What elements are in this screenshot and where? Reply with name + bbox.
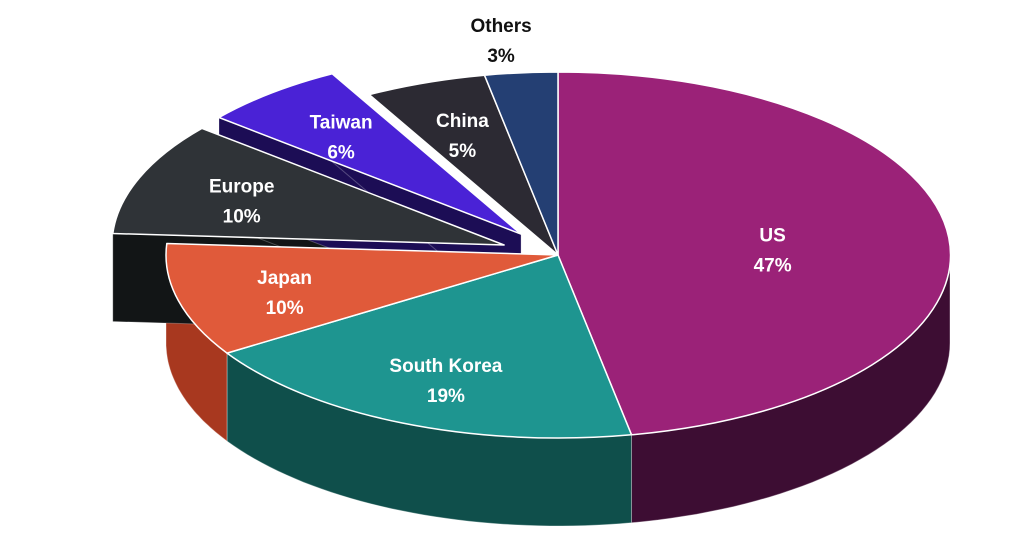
pie-labels: US 47% South Korea 19% Japan 10% Europe 10% Taiw… (209, 16, 792, 407)
slice-label-us: US 47% (754, 226, 792, 277)
slice-name-others: Others (470, 16, 531, 37)
slice-name-taiwan: Taiwan (310, 113, 373, 134)
slice-label-china: China 5% (436, 111, 489, 162)
slice-name-europe: Europe (209, 177, 274, 198)
slice-name-us: US (759, 226, 785, 247)
slice-us (557, 71, 952, 436)
slice-label-taiwan: Taiwan 6% (310, 113, 373, 164)
pie-tops (112, 71, 952, 439)
slice-value-south-korea: 19% (427, 386, 465, 407)
slice-name-china: China (436, 111, 489, 132)
slice-others (483, 71, 559, 256)
slice-name-japan: Japan (257, 268, 312, 289)
slice-value-us: 47% (754, 256, 792, 277)
slice-label-south-korea: South Korea 19% (389, 356, 502, 407)
slice-label-others: Others 3% (470, 16, 531, 67)
slice-europe (112, 127, 505, 246)
slice-name-south-korea: South Korea (389, 356, 502, 377)
slice-label-europe: Europe 10% (209, 177, 274, 228)
slice-value-china: 5% (449, 141, 477, 162)
slice-south-korea (226, 254, 633, 439)
slice-taiwan (218, 73, 522, 235)
slice-label-japan: Japan 10% (257, 268, 312, 319)
slice-value-japan: 10% (266, 298, 304, 319)
slice-value-europe: 10% (223, 207, 261, 228)
slice-value-taiwan: 6% (327, 143, 355, 164)
slice-japan (165, 242, 559, 354)
slice-value-others: 3% (487, 46, 515, 67)
